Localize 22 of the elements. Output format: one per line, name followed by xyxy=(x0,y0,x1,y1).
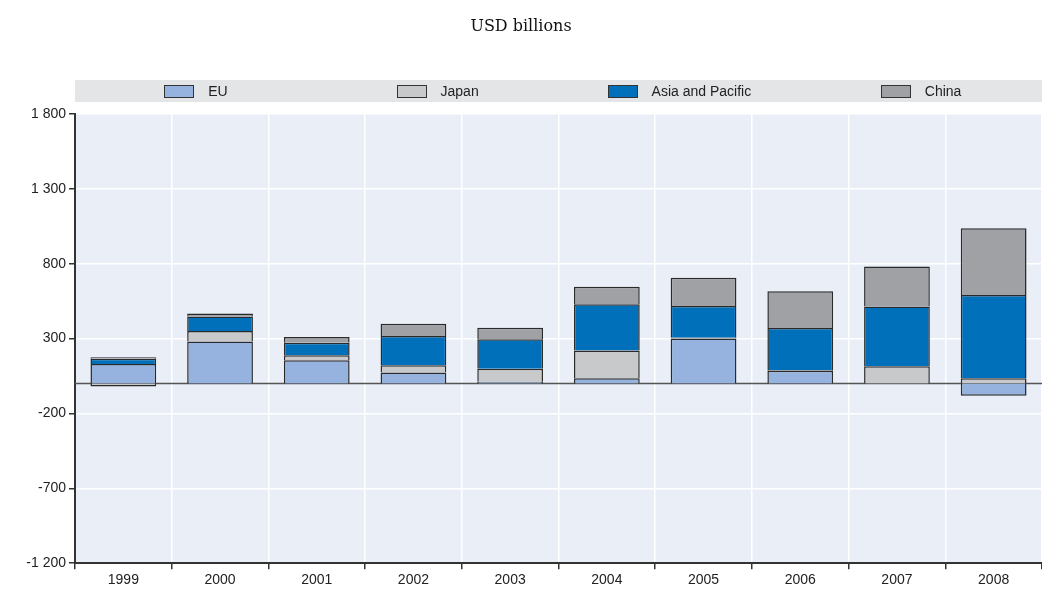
legend-label: Asia and Pacific xyxy=(651,83,752,99)
legend-label: Japan xyxy=(440,83,479,99)
y-tick-label: -700 xyxy=(37,479,67,496)
y-tick-label: 1 300 xyxy=(30,179,67,196)
y-tick-label: -1 200 xyxy=(26,554,67,571)
y-tick-label: 300 xyxy=(42,329,67,346)
legend-label: China xyxy=(924,83,962,99)
x-tick-label: 2004 xyxy=(591,571,623,588)
x-tick-label: 2001 xyxy=(301,571,333,588)
x-tick-label: 2008 xyxy=(978,571,1010,588)
x-tick-label: 2003 xyxy=(494,571,526,588)
x-tick-label: 2006 xyxy=(784,571,817,588)
x-tick-label: 2002 xyxy=(397,571,430,588)
x-tick-label: 2005 xyxy=(687,571,720,588)
y-tick-label: 1 800 xyxy=(30,104,67,121)
x-tick-label: 1999 xyxy=(107,571,140,588)
chart-subtitle: USD billions xyxy=(469,16,573,35)
y-tick-label: 800 xyxy=(42,254,67,271)
x-tick-label: 2000 xyxy=(204,571,236,588)
legend-label: EU xyxy=(208,83,228,99)
y-tick-label: -200 xyxy=(37,404,67,421)
x-tick-label: 2007 xyxy=(881,571,913,588)
